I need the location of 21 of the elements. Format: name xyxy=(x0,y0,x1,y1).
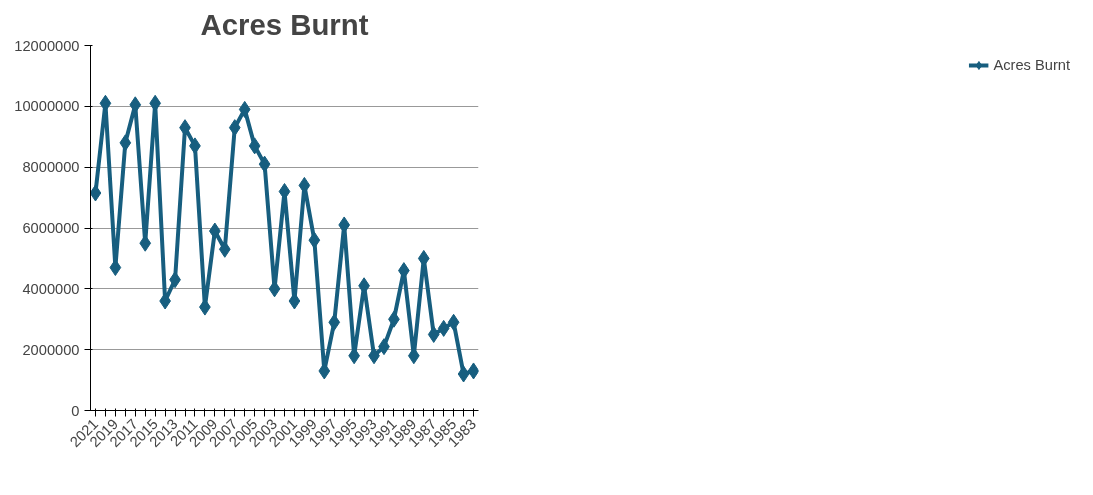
point xyxy=(427,325,440,343)
y-tick-label: 8000000 xyxy=(22,159,80,176)
point xyxy=(218,240,231,258)
y-tick-label: 0 xyxy=(71,402,80,419)
y-tick-label: 10000000 xyxy=(14,98,80,115)
point xyxy=(258,155,271,173)
point xyxy=(109,259,122,277)
point xyxy=(119,134,132,152)
y-tick-label: 2000000 xyxy=(22,341,80,358)
legend-label: Acres Burnt xyxy=(993,57,1070,73)
point xyxy=(447,313,460,331)
point xyxy=(437,319,450,337)
y-tick-label: 6000000 xyxy=(22,220,80,236)
point xyxy=(238,100,251,118)
point xyxy=(328,313,341,331)
point xyxy=(308,231,321,249)
y-tick-label: 4000000 xyxy=(22,280,80,297)
chart-title: Acres Burnt xyxy=(200,7,369,41)
y-tick-label: 12000000 xyxy=(14,37,80,54)
point xyxy=(457,365,470,383)
point xyxy=(248,137,261,155)
